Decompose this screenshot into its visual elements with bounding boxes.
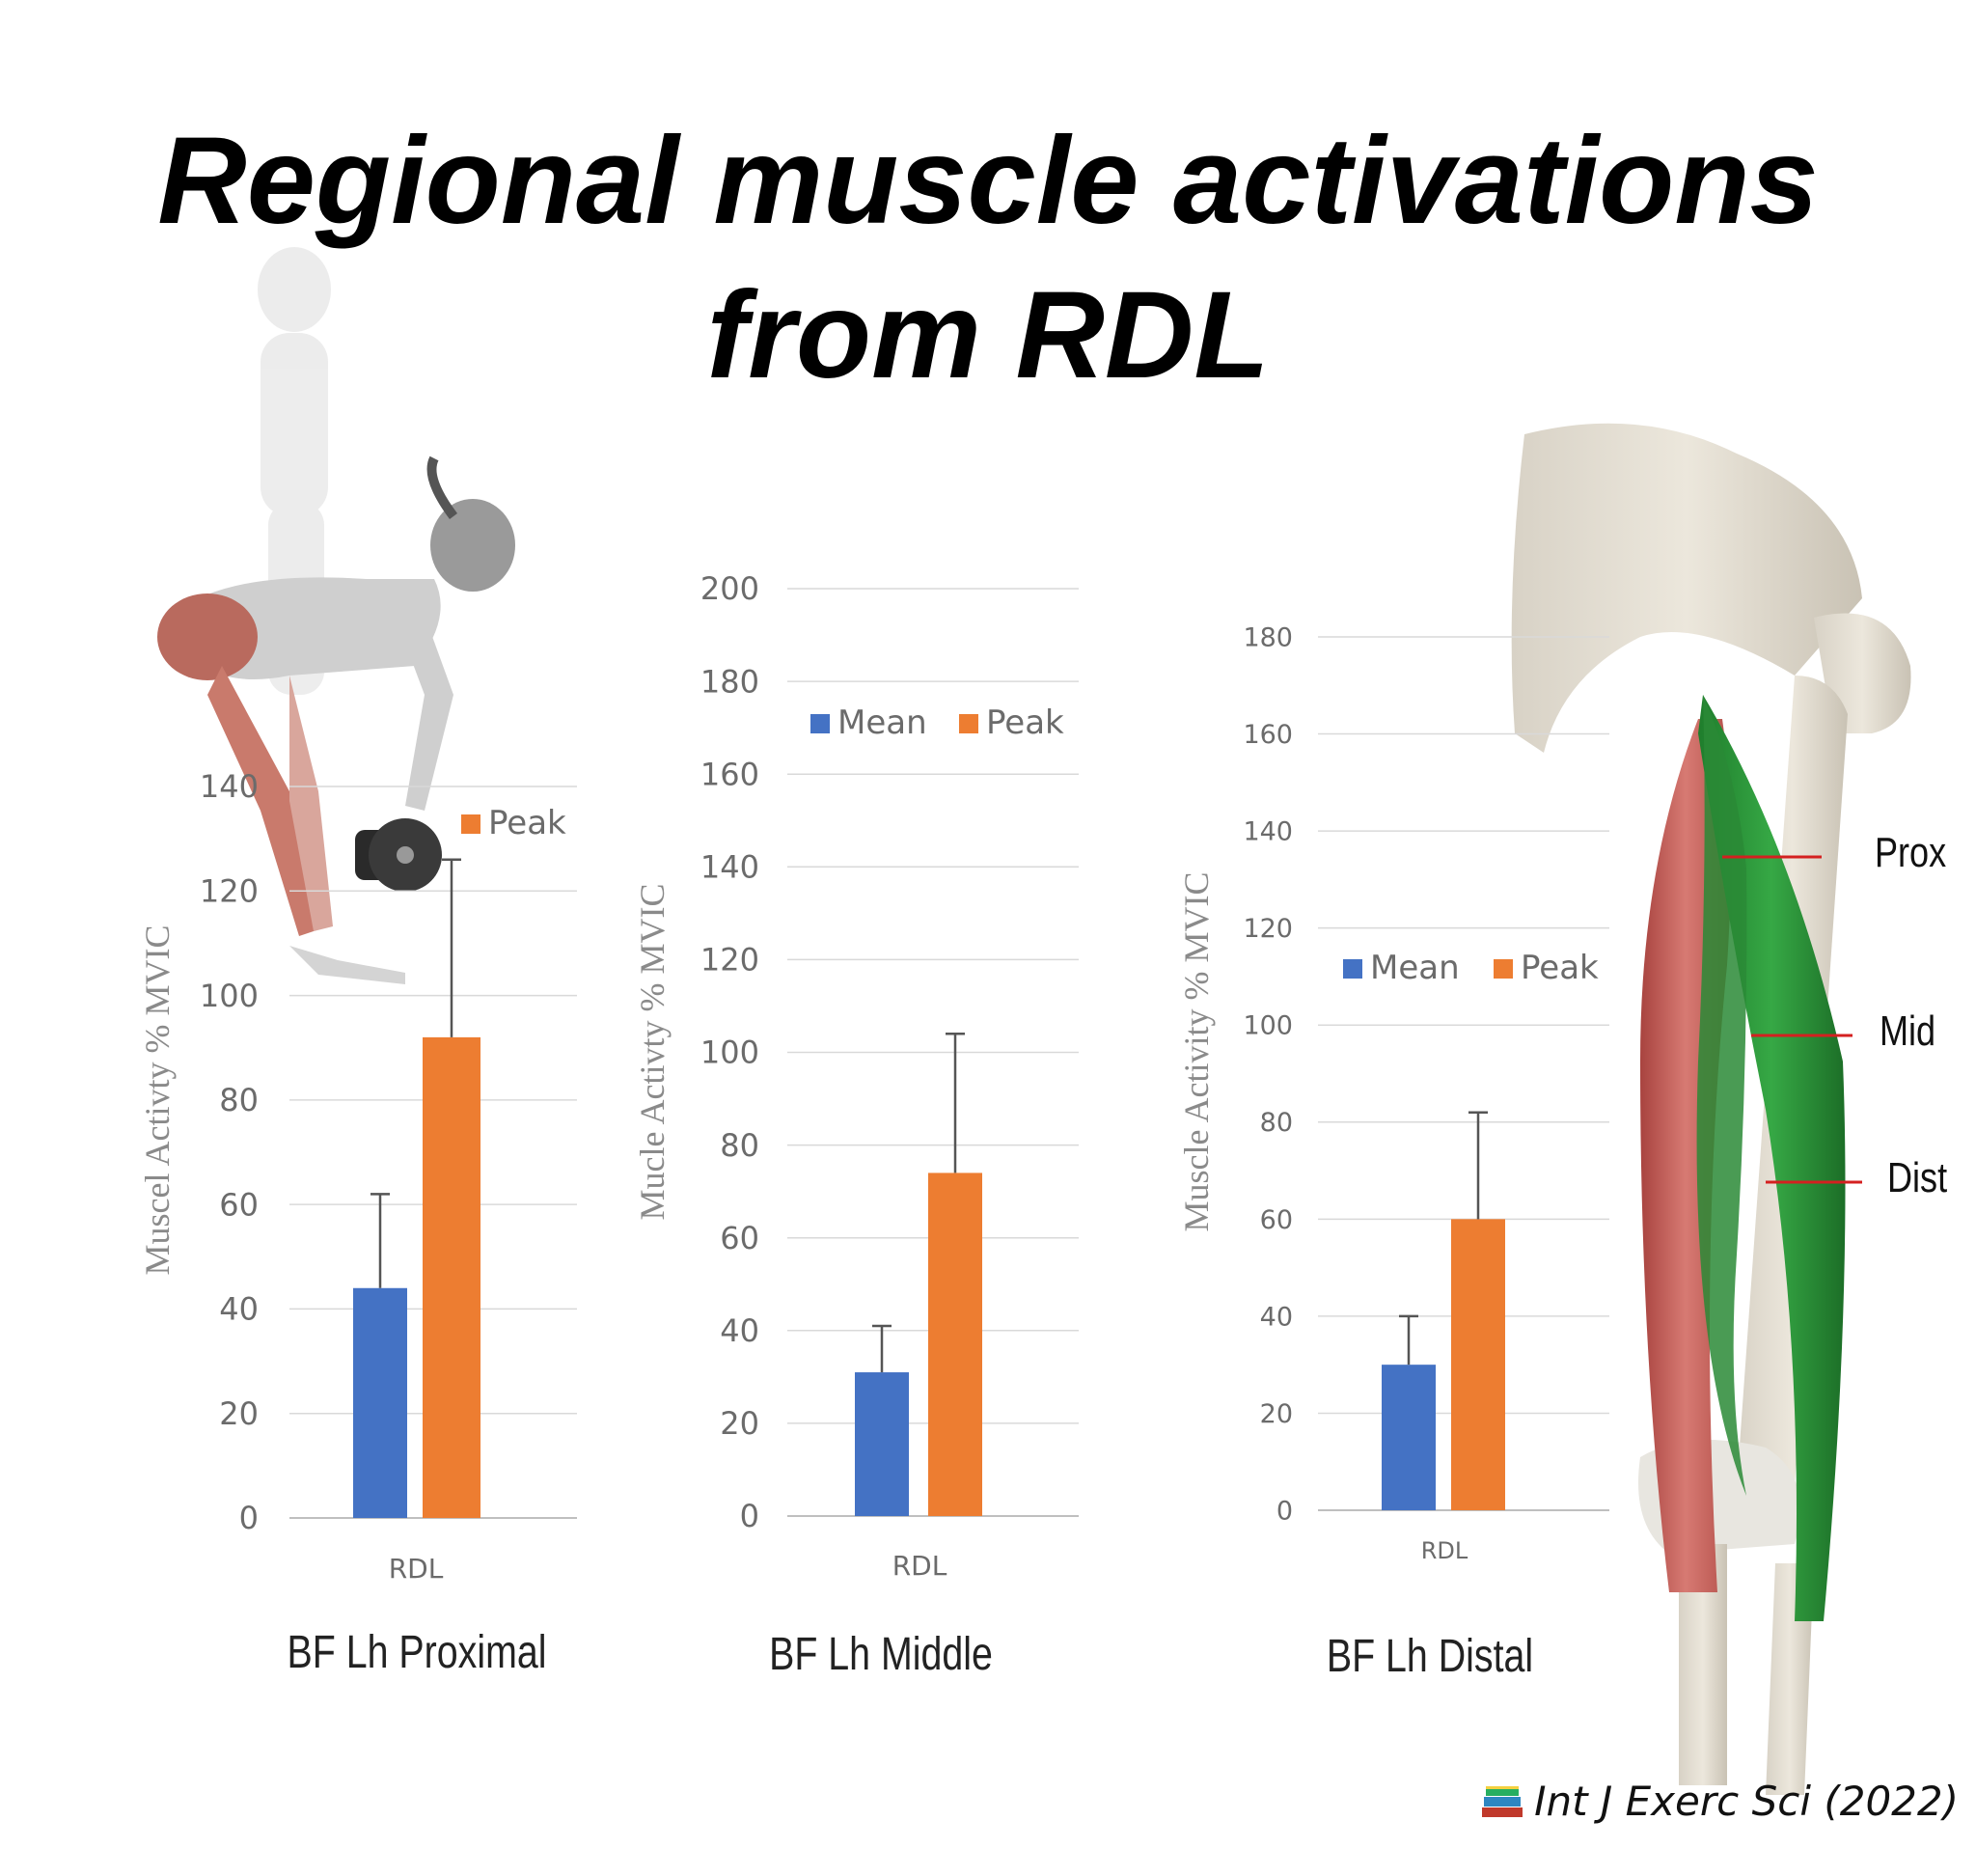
y-axis-label: Muscle Activity % MVIC [1177, 872, 1216, 1232]
page-title: Regional muscle activations from RDL [0, 104, 1976, 413]
y-tick-label: 120 [1243, 914, 1293, 944]
y-tick-label: 160 [1243, 720, 1293, 750]
y-tick-label: 140 [700, 849, 759, 886]
title-line-2: from RDL [706, 266, 1270, 404]
y-tick-label: 140 [1243, 817, 1293, 847]
source-citation: Int J Exerc Sci (2022) [1480, 1778, 1959, 1825]
y-axis-label: Mucle Activty % MVIC [633, 884, 672, 1221]
y-tick-label: 120 [200, 872, 259, 909]
bar-mean [855, 1372, 909, 1516]
y-tick-label: 0 [239, 1500, 259, 1536]
legend-label-mean: Mean [1370, 949, 1460, 987]
title-line-1: Regional muscle activations [157, 112, 1819, 250]
books-icon [1482, 1786, 1523, 1817]
legend-label-peak: Peak [986, 704, 1064, 742]
region-markers: Prox Mid Dist [1722, 829, 1947, 1201]
y-tick-label: 60 [219, 1186, 259, 1223]
x-category-label: RDL [1421, 1537, 1468, 1564]
y-tick-label: 140 [200, 768, 259, 805]
region-label-mid: Mid [1880, 1007, 1935, 1055]
chart-caption: BF Lh Proximal [288, 1626, 547, 1678]
region-label-dist: Dist [1887, 1154, 1947, 1201]
bar-peak [423, 1036, 480, 1518]
rdl-athlete-illustration [157, 247, 515, 984]
y-tick-label: 0 [740, 1498, 759, 1534]
chart-caption: BF Lh Middle [769, 1628, 993, 1680]
bar-peak [1451, 1219, 1505, 1510]
y-tick-label: 180 [700, 663, 759, 700]
charts-layer: 0 20 40 60 80 100 120 140 Muscel Activty % MVIC R… [138, 570, 1609, 1682]
hamstring-anatomy-illustration [1511, 423, 1911, 1795]
bar-chart-2: 0 20 40 60 80 100 120 140 160 180 200 Mucle Activty… [633, 570, 1079, 1680]
y-tick-label: 80 [219, 1082, 259, 1118]
source-text: Int J Exerc Sci (2022) [1534, 1778, 1959, 1825]
bar-chart-1: 0 20 40 60 80 100 120 140 Muscel Activty % MVIC R… [138, 768, 577, 1678]
y-tick-label: 40 [720, 1312, 759, 1349]
legend-label-mean: Mean [837, 704, 927, 742]
y-tick-label: 120 [700, 942, 759, 979]
x-category-label: RDL [892, 1550, 947, 1582]
legend-swatch-mean [810, 714, 830, 733]
y-tick-label: 40 [219, 1291, 259, 1328]
legend-label-peak: Peak [1521, 949, 1599, 987]
y-tick-label: 100 [200, 978, 259, 1014]
y-tick-label: 160 [700, 756, 759, 792]
y-tick-label: 20 [720, 1405, 759, 1442]
bar-mean [353, 1287, 407, 1518]
bar-peak [928, 1172, 982, 1516]
x-category-label: RDL [389, 1553, 444, 1585]
y-tick-label: 80 [720, 1127, 759, 1164]
region-label-prox: Prox [1875, 829, 1946, 876]
y-tick-label: 60 [1260, 1205, 1293, 1235]
legend-swatch-peak [1494, 959, 1513, 979]
legend-swatch-peak [461, 814, 480, 834]
bar-chart-3: 0 20 40 60 80 100 120 140 160 180 Muscle Activity … [1177, 622, 1609, 1682]
chart-caption: BF Lh Distal [1327, 1630, 1533, 1682]
y-tick-label: 20 [1260, 1399, 1293, 1429]
bar-mean [1382, 1365, 1436, 1510]
legend-swatch-peak [959, 714, 978, 733]
y-tick-label: 100 [700, 1035, 759, 1071]
y-tick-label: 20 [219, 1395, 259, 1432]
y-axis-label: Muscel Activty % MVIC [138, 925, 177, 1276]
y-tick-label: 40 [1260, 1302, 1293, 1332]
y-tick-label: 180 [1243, 622, 1293, 652]
y-tick-label: 60 [720, 1220, 759, 1256]
legend-swatch-mean [1343, 959, 1362, 979]
legend-label-peak: Peak [488, 804, 566, 842]
y-tick-label: 200 [700, 570, 759, 607]
y-tick-label: 80 [1260, 1108, 1293, 1138]
y-tick-label: 0 [1276, 1496, 1293, 1526]
y-tick-label: 100 [1243, 1011, 1293, 1041]
